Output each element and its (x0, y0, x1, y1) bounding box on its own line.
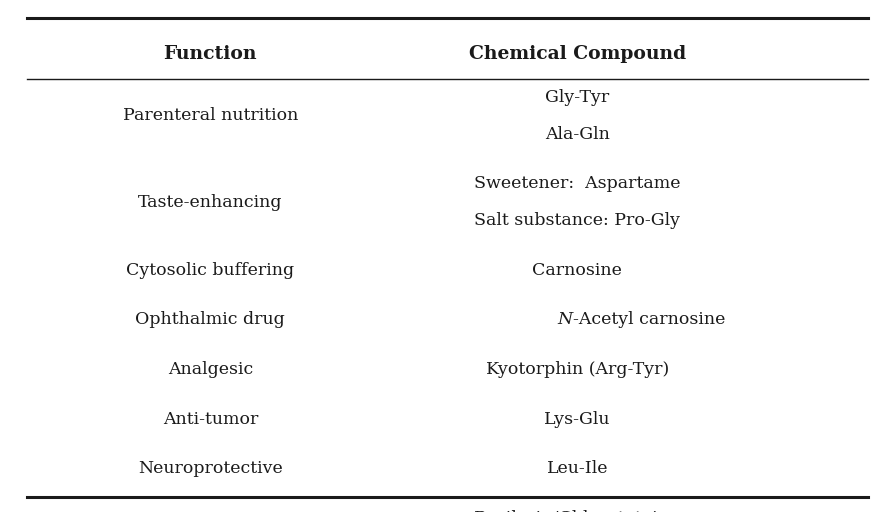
Text: Neuroprotective: Neuroprotective (138, 460, 283, 478)
Text: Kyotorphin (Arg-Tyr): Kyotorphin (Arg-Tyr) (485, 361, 668, 378)
Text: Ala-Gln: Ala-Gln (544, 125, 609, 143)
Text: Leu-Ile: Leu-Ile (546, 460, 607, 478)
Text: Gly-Tyr: Gly-Tyr (544, 89, 609, 106)
Text: Sweetener:  Aspartame: Sweetener: Aspartame (474, 175, 679, 193)
Text: Carnosine: Carnosine (532, 262, 621, 279)
Text: Analgesic: Analgesic (167, 361, 253, 378)
Text: Ophthalmic drug: Ophthalmic drug (135, 311, 285, 329)
Text: Function: Function (164, 45, 257, 63)
Text: N: N (557, 311, 572, 329)
Text: Bacilysin/Chlorotetaine: Bacilysin/Chlorotetaine (474, 510, 679, 512)
Text: Cytosolic buffering: Cytosolic buffering (126, 262, 294, 279)
Text: Parenteral nutrition: Parenteral nutrition (122, 107, 298, 124)
Text: Anti-tumor: Anti-tumor (163, 411, 257, 428)
Text: Lys-Glu: Lys-Glu (544, 411, 610, 428)
Text: Chemical Compound: Chemical Compound (468, 45, 685, 63)
Text: Taste-enhancing: Taste-enhancing (138, 194, 283, 211)
Text: -Acetyl carnosine: -Acetyl carnosine (572, 311, 724, 329)
Text: Salt substance: Pro-Gly: Salt substance: Pro-Gly (474, 212, 679, 229)
